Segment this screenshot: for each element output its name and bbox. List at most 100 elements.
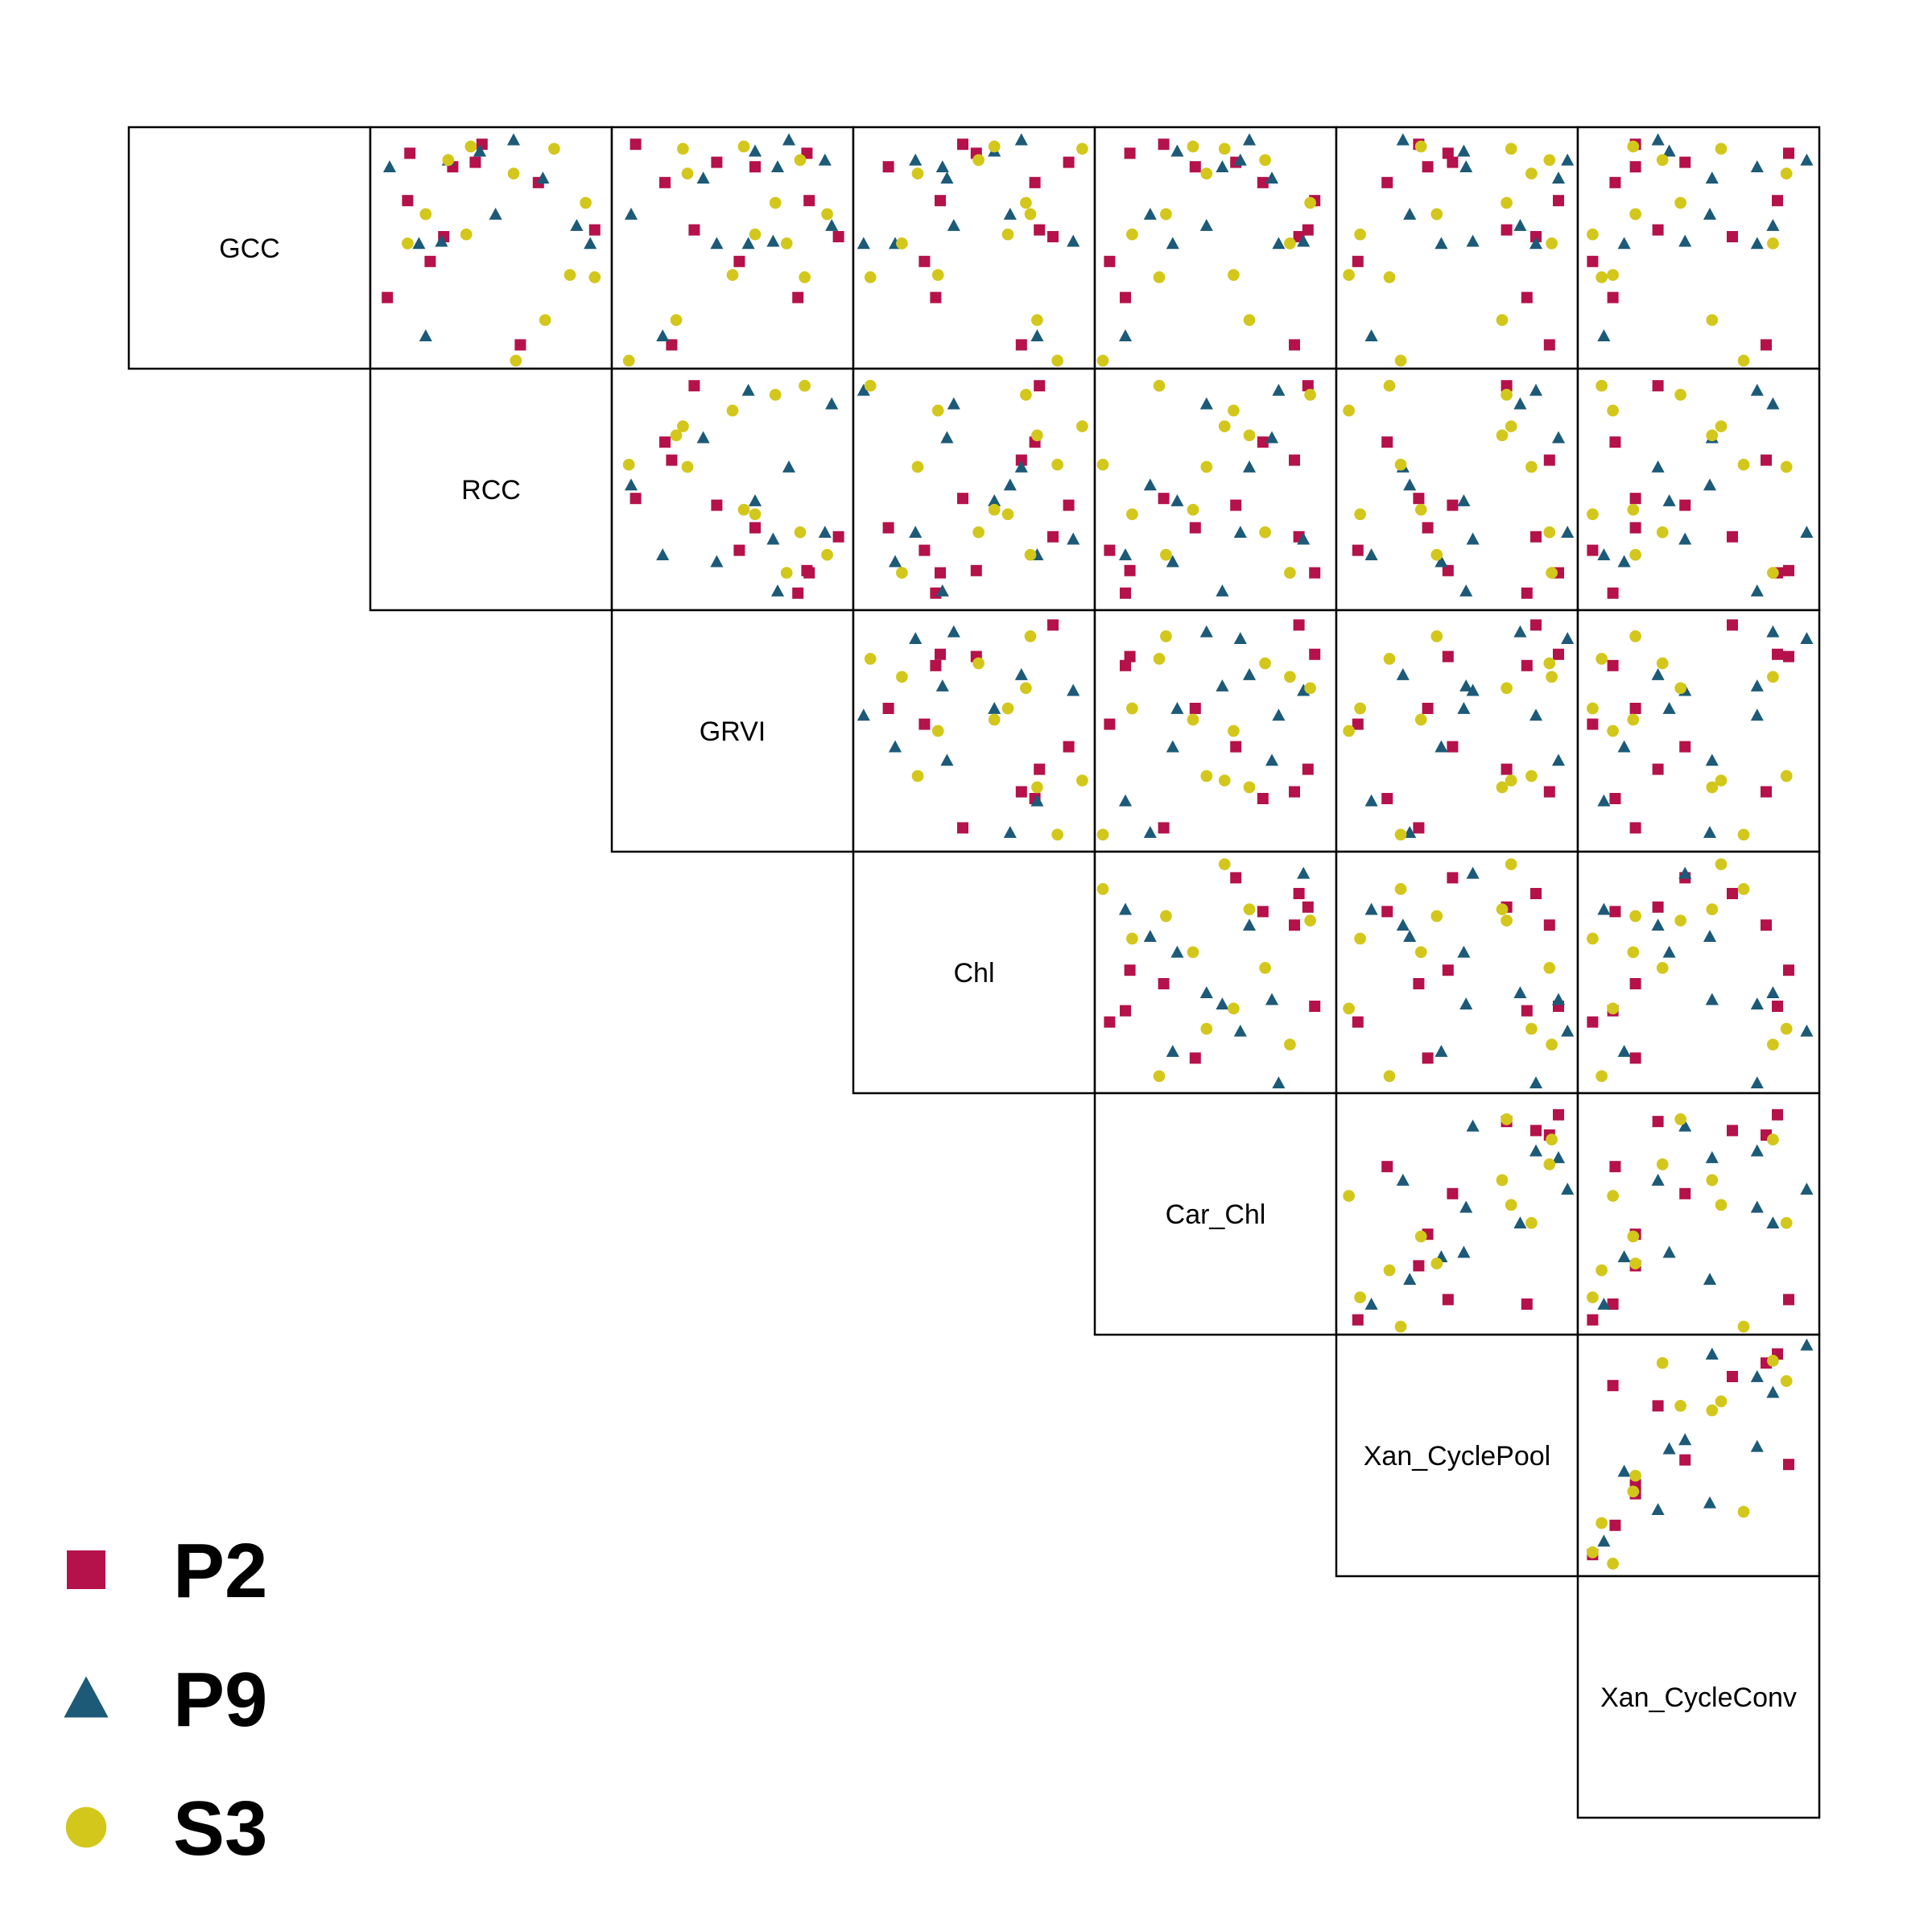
point-P2 [882,703,894,714]
point-P2 [957,493,968,505]
scatter-panel-GCC-vs-Car_Chl [1093,126,1338,370]
point-P2 [711,499,723,511]
point-S3 [1715,142,1728,155]
point-P2 [1063,499,1075,511]
point-S3 [1218,774,1231,786]
point-P2 [1309,1001,1321,1012]
point-S3 [1284,1038,1296,1051]
point-S3 [1674,196,1686,209]
point-S3 [1737,828,1750,841]
point-P9 [1364,902,1378,915]
point-P9 [947,397,960,410]
point-P9 [1561,1183,1575,1195]
point-P9 [935,160,949,173]
point-P9 [584,237,597,250]
point-P2 [1302,380,1314,392]
point-P9 [1272,708,1286,721]
point-S3 [1737,1320,1750,1333]
legend-label: S3 [173,1785,267,1872]
point-P2 [1783,1294,1794,1306]
point-S3 [726,404,739,417]
point-S3 [1430,630,1443,642]
point-S3 [1543,962,1556,974]
point-P2 [1442,964,1454,976]
point-P2 [1501,763,1513,775]
point-S3 [1767,1038,1779,1051]
point-P9 [888,740,902,753]
point-P9 [1561,526,1575,539]
point-S3 [1228,269,1240,281]
point-S3 [1706,314,1719,326]
panel-frame [1335,367,1579,612]
point-P9 [1597,1297,1611,1310]
point-P9 [1233,526,1247,539]
point-P2 [1189,703,1201,714]
point-P9 [1597,794,1611,807]
point-S3 [1656,1356,1669,1369]
point-S3 [1501,1113,1513,1125]
point-P9 [857,383,870,396]
point-P9 [1118,902,1133,915]
point-P9 [1513,986,1527,999]
point-S3 [1674,914,1686,927]
point-P2 [588,224,601,236]
point-P2 [1104,255,1116,267]
point-S3 [780,237,793,250]
point-P2 [1629,1052,1641,1064]
point-S3 [864,379,877,392]
point-P9 [1800,526,1814,539]
point-P9 [489,207,502,220]
point-P9 [1233,1024,1247,1037]
point-P9 [1551,431,1566,444]
point-P9 [1466,866,1480,879]
point-P9 [1651,133,1665,146]
point-S3 [1706,429,1719,442]
panel-frame [610,609,855,853]
point-P9 [1766,1216,1780,1229]
point-S3 [1414,503,1427,516]
point-S3 [1501,914,1513,927]
point-P9 [1678,866,1692,879]
point-S3 [1383,271,1396,283]
point-P2 [1120,587,1131,599]
point-S3 [1394,354,1407,367]
point-P9 [435,234,448,247]
point-P9 [1800,1338,1814,1351]
panel-frame [1576,1092,1821,1336]
point-S3 [1780,460,1793,473]
point-P2 [792,291,804,303]
point-P2 [1413,1260,1425,1272]
point-P2 [1530,1125,1542,1137]
point-P2 [970,564,982,576]
point-S3 [1383,1070,1396,1083]
point-S3 [580,196,592,209]
point-P9 [748,493,762,506]
point-P2 [630,493,642,505]
point-P2 [1447,156,1459,168]
point-S3 [1024,208,1037,221]
point-S3 [1187,946,1199,959]
point-S3 [972,154,985,167]
point-S3 [548,142,560,155]
point-P9 [1242,919,1257,931]
point-P2 [1257,793,1269,804]
point-P2 [630,138,642,151]
point-S3 [1126,508,1138,521]
point-S3 [1187,140,1199,153]
point-S3 [1243,429,1256,442]
point-S3 [1284,237,1296,250]
point-P9 [1529,708,1543,721]
point-P2 [1783,650,1794,663]
point-S3 [1656,962,1669,974]
point-S3 [769,389,782,401]
point-S3 [1430,208,1443,221]
point-P9 [1703,1273,1717,1286]
point-P9 [1705,1150,1719,1163]
point-P2 [1543,454,1555,466]
point-P2 [1442,147,1454,159]
point-S3 [1414,1230,1427,1243]
panel-frame [1335,609,1579,853]
point-P9 [1216,584,1229,597]
point-S3 [769,196,782,209]
